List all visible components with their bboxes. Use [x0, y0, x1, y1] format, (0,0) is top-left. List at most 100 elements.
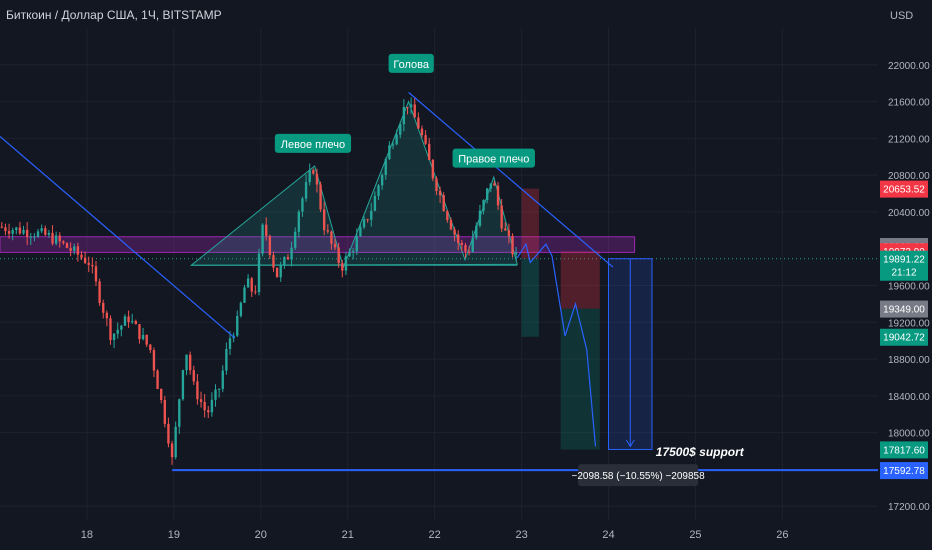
candle-body — [319, 184, 322, 210]
candle-body — [196, 381, 199, 400]
candle-body — [286, 257, 290, 260]
candle-body — [123, 316, 127, 326]
measure-label-bg — [578, 464, 699, 487]
y-tick-label: 17200.00 — [888, 502, 930, 513]
candle-body — [141, 334, 145, 340]
candle-body — [489, 183, 492, 189]
candle-body — [91, 264, 94, 267]
candle-body — [170, 443, 174, 458]
candle-body — [127, 316, 130, 323]
y-tick-label: 18000.00 — [888, 429, 930, 440]
candle-body — [33, 236, 36, 238]
candle-body — [116, 329, 119, 334]
candle-body — [217, 388, 221, 390]
x-tick-label: 24 — [602, 529, 614, 541]
price-label: 17592.78 — [883, 466, 925, 477]
candle-body — [460, 242, 463, 245]
candle-body — [94, 266, 98, 282]
price-label-bg — [880, 250, 928, 281]
candle-body — [87, 262, 90, 265]
candle-body — [156, 370, 159, 390]
candle-body — [25, 229, 29, 238]
candle-body — [152, 350, 156, 371]
chart-title: Биткоин / Доллар США, 1Ч, BITSTAMP — [6, 8, 222, 22]
x-tick-label: 19 — [168, 529, 180, 541]
candle-body — [485, 188, 489, 201]
axes: 22000.00 21600.00 21200.00 20800.00 20400.00… — [81, 61, 930, 541]
x-tick-label: 25 — [689, 529, 701, 541]
projected-path — [516, 242, 597, 447]
candle-body — [359, 227, 362, 237]
candle-body — [301, 198, 304, 212]
candle-body — [464, 244, 467, 252]
candle-body — [449, 220, 453, 230]
candle-body — [254, 291, 257, 293]
x-tick-label: 26 — [776, 529, 788, 541]
price-label-bg — [880, 328, 928, 346]
candle-body — [333, 243, 337, 248]
x-tick-label: 20 — [255, 529, 267, 541]
candle-body — [446, 211, 449, 221]
candle-body — [438, 191, 442, 196]
candle-body — [384, 159, 387, 175]
candle-body — [514, 252, 518, 255]
candle-body — [174, 426, 177, 458]
candle-body — [18, 227, 22, 234]
candle-body — [73, 246, 76, 251]
candle-body — [145, 334, 148, 345]
candle-body — [7, 231, 11, 234]
x-tick-label: 23 — [515, 529, 527, 541]
pattern-label: Левое плечо — [281, 139, 345, 151]
candle-body — [207, 410, 210, 413]
candle-body — [409, 104, 413, 108]
candle-body — [294, 231, 297, 248]
y-tick-label: 20400.00 — [888, 208, 930, 219]
candle-body — [47, 232, 51, 235]
candle-body — [178, 399, 181, 427]
candle-body — [62, 241, 65, 244]
candle-body — [15, 227, 18, 231]
candle-body — [80, 254, 83, 258]
candle-body — [243, 287, 246, 303]
candle-body — [413, 104, 416, 118]
candle-body — [250, 278, 253, 292]
candle-body — [377, 185, 380, 196]
candle-body — [203, 401, 206, 411]
x-tick-label: 21 — [342, 529, 354, 541]
candle-body — [83, 257, 87, 263]
candle-body — [134, 320, 138, 325]
price-label-bg — [880, 441, 928, 459]
candle-body — [214, 389, 217, 400]
support-label: 17500$ support — [656, 445, 745, 459]
candle-body — [98, 281, 101, 303]
measure-label: −2098.58 (−10.55%) −209858 — [572, 471, 706, 482]
candle-body — [373, 195, 377, 211]
candle-body — [76, 246, 80, 255]
candle-body — [228, 338, 232, 349]
y-tick-label: 22000.00 — [888, 61, 930, 72]
candle-body — [236, 315, 239, 336]
candle-body — [323, 209, 326, 231]
y-tick-label: 18800.00 — [888, 355, 930, 366]
candle-body — [355, 236, 358, 252]
candle-body — [149, 344, 152, 351]
pattern-label: Правое плечо — [458, 154, 529, 166]
candle-body — [315, 173, 319, 185]
candle-body — [102, 302, 105, 313]
overlay-drawings: Левое плечо Голова Правое плечо 17500$ supp… — [0, 53, 878, 487]
grid — [0, 28, 878, 520]
candle-body — [330, 231, 333, 244]
candle-body — [370, 210, 373, 220]
candle-body — [507, 230, 511, 236]
pattern-label: Голова — [393, 59, 429, 71]
candle-body — [428, 143, 431, 161]
y-tick-label: 21600.00 — [888, 98, 930, 109]
candle-body — [511, 235, 514, 255]
drawings — [0, 100, 878, 450]
candle-body — [131, 320, 134, 323]
candle-body — [44, 228, 47, 235]
price-label: 19891.22 — [883, 255, 925, 266]
candle-body — [221, 370, 224, 389]
